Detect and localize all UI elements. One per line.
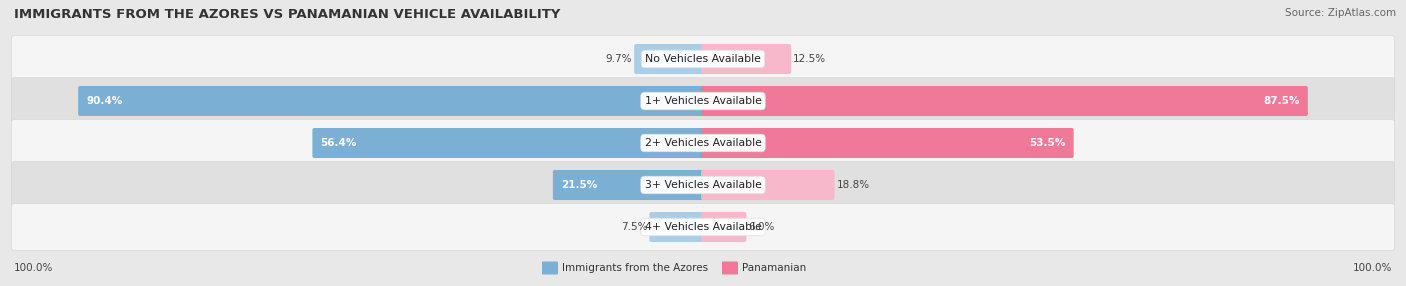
- Text: 53.5%: 53.5%: [1029, 138, 1066, 148]
- FancyBboxPatch shape: [11, 120, 1395, 166]
- FancyBboxPatch shape: [553, 170, 704, 200]
- Text: 87.5%: 87.5%: [1264, 96, 1301, 106]
- FancyBboxPatch shape: [541, 261, 558, 275]
- FancyBboxPatch shape: [702, 44, 792, 74]
- FancyBboxPatch shape: [723, 261, 738, 275]
- Text: 90.4%: 90.4%: [86, 96, 122, 106]
- FancyBboxPatch shape: [312, 128, 704, 158]
- FancyBboxPatch shape: [11, 78, 1395, 124]
- Text: 100.0%: 100.0%: [1353, 263, 1392, 273]
- FancyBboxPatch shape: [702, 128, 1074, 158]
- Text: 100.0%: 100.0%: [14, 263, 53, 273]
- FancyBboxPatch shape: [634, 44, 704, 74]
- Text: 18.8%: 18.8%: [837, 180, 870, 190]
- Text: 9.7%: 9.7%: [606, 54, 633, 64]
- Text: IMMIGRANTS FROM THE AZORES VS PANAMANIAN VEHICLE AVAILABILITY: IMMIGRANTS FROM THE AZORES VS PANAMANIAN…: [14, 8, 561, 21]
- Text: Panamanian: Panamanian: [742, 263, 806, 273]
- Text: Immigrants from the Azores: Immigrants from the Azores: [562, 263, 709, 273]
- FancyBboxPatch shape: [702, 86, 1308, 116]
- Text: 7.5%: 7.5%: [621, 222, 647, 232]
- FancyBboxPatch shape: [79, 86, 704, 116]
- Text: 6.0%: 6.0%: [748, 222, 775, 232]
- Text: No Vehicles Available: No Vehicles Available: [645, 54, 761, 64]
- FancyBboxPatch shape: [702, 170, 835, 200]
- FancyBboxPatch shape: [702, 212, 747, 242]
- FancyBboxPatch shape: [11, 204, 1395, 251]
- Text: 21.5%: 21.5%: [561, 180, 598, 190]
- Text: 3+ Vehicles Available: 3+ Vehicles Available: [644, 180, 762, 190]
- Text: 1+ Vehicles Available: 1+ Vehicles Available: [644, 96, 762, 106]
- Text: 12.5%: 12.5%: [793, 54, 827, 64]
- FancyBboxPatch shape: [650, 212, 704, 242]
- Text: Source: ZipAtlas.com: Source: ZipAtlas.com: [1285, 8, 1396, 18]
- FancyBboxPatch shape: [11, 162, 1395, 208]
- Text: 2+ Vehicles Available: 2+ Vehicles Available: [644, 138, 762, 148]
- Text: 4+ Vehicles Available: 4+ Vehicles Available: [644, 222, 762, 232]
- Text: 56.4%: 56.4%: [321, 138, 357, 148]
- FancyBboxPatch shape: [11, 35, 1395, 82]
